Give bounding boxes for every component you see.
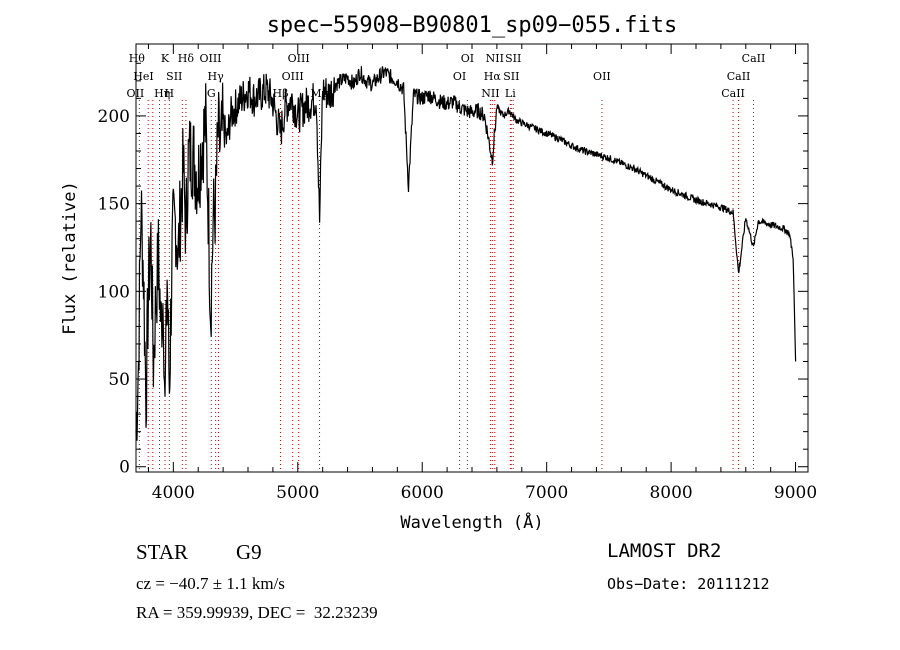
line-label: CaII: [727, 70, 751, 83]
x-tick-label: 4000: [152, 483, 195, 503]
line-label: Li: [505, 87, 516, 100]
line-label: OIII: [282, 70, 304, 83]
spectrum-line: [135, 66, 797, 441]
object-subclass: G9: [236, 540, 262, 564]
observation-date: Obs−Date: 20111212: [607, 575, 770, 593]
spectral-line-markers: [138, 100, 754, 472]
x-tick-label: 8000: [649, 483, 692, 503]
x-tick-label: 6000: [401, 483, 444, 503]
y-tick-label: 50: [108, 370, 130, 390]
spectral-line-labels: OII HηHθHeIKHSIIHδGHγOIIIHβOIIIOIIIMgOIOI…: [127, 52, 766, 100]
line-label: CaII: [721, 87, 745, 100]
line-label: H: [165, 87, 175, 100]
x-tick-label: 7000: [525, 483, 568, 503]
line-label: NII: [486, 52, 504, 65]
line-label: HeI: [133, 70, 153, 83]
object-class: STAR: [136, 540, 188, 564]
y-tick-label: 150: [98, 195, 130, 215]
line-label: SII: [505, 52, 521, 65]
line-label: Hγ: [208, 70, 225, 83]
redshift-value: cz = −40.7 ± 1.1 km/s: [136, 574, 285, 593]
line-label: Hβ: [273, 87, 289, 100]
y-tick-label: 100: [98, 282, 130, 302]
x-axis-label: Wavelength (Å): [400, 511, 543, 533]
line-label: Hη: [154, 87, 170, 100]
line-label: Hδ: [178, 52, 195, 65]
y-tick-label: 200: [98, 107, 130, 127]
x-axis: 4000 5000 6000 7000 8000 9000: [147, 44, 817, 503]
line-label: OIII: [288, 52, 310, 65]
line-label: OIII: [199, 52, 221, 65]
y-tick-label: 0: [119, 458, 130, 478]
line-label: SII: [503, 70, 519, 83]
chart-title: spec−55908−B90801_sp09−055.fits: [267, 13, 678, 38]
line-label: NII: [481, 87, 499, 100]
y-axis: 0 50 100 150 200: [98, 62, 808, 478]
y-axis-label: Flux (relative): [60, 181, 80, 335]
line-label: G: [207, 87, 216, 100]
line-label: K: [161, 52, 170, 65]
coordinates: RA = 359.99939, DEC = 32.23239: [136, 603, 378, 622]
x-tick-label: 9000: [774, 483, 817, 503]
line-label: OI: [453, 70, 466, 83]
line-label: OI: [461, 52, 474, 65]
line-label: OII: [127, 87, 145, 100]
line-label: OII: [593, 70, 611, 83]
line-label: CaII: [742, 52, 766, 65]
line-label: Hθ: [129, 52, 146, 65]
x-tick-label: 5000: [276, 483, 319, 503]
survey-name: LAMOST DR2: [607, 540, 722, 562]
line-label: Hα: [484, 70, 502, 83]
line-label: SII: [166, 70, 182, 83]
